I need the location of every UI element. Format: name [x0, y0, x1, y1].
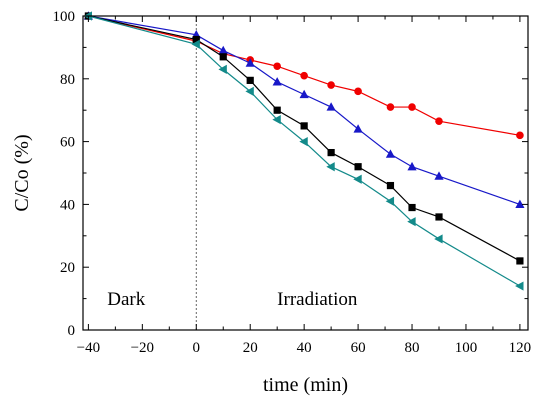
ticks-group: −40 −20 0 20 40 60 80 100 120 0 20 40 60 80 100 [53, 9, 532, 356]
series-1 [84, 12, 524, 140]
plot-frame [82, 15, 529, 331]
square-marker [386, 181, 395, 190]
series-3-line [88, 15, 521, 262]
y-tick-label: 100 [53, 9, 76, 25]
axes-group [82, 15, 529, 331]
x-tick-label: 120 [509, 340, 532, 356]
y-tick-label: 20 [60, 260, 75, 276]
triangle-up-marker [245, 58, 255, 67]
y-tick-label: 60 [60, 135, 75, 151]
annotations-group: Dark Irradiation [107, 289, 358, 310]
triangle-up-marker [326, 102, 336, 111]
x-tick-label: 80 [405, 340, 420, 356]
square-marker [516, 257, 524, 265]
square-marker [408, 203, 416, 212]
x-tick-label: 100 [455, 340, 478, 356]
circle-marker [435, 117, 443, 125]
triangle-up-marker [353, 124, 363, 133]
square-marker [273, 106, 281, 114]
x-tick-label: 60 [351, 340, 366, 356]
square-marker [435, 213, 443, 221]
triangle-left-marker [385, 196, 395, 206]
series-4-line [88, 15, 521, 287]
annotation-irradiation: Irradiation [277, 289, 358, 310]
series-1-line [88, 15, 521, 136]
x-tick-label: −40 [77, 340, 100, 356]
circle-marker [408, 103, 416, 111]
triangle-left-marker [407, 217, 416, 227]
triangle-up-marker [218, 45, 228, 55]
annotation-dark: Dark [107, 289, 145, 310]
x-tick-label: −20 [131, 340, 154, 356]
x-tick-label: 0 [193, 340, 201, 356]
triangle-up-marker [434, 171, 444, 180]
triangle-up-marker [299, 89, 309, 99]
triangle-left-marker [326, 162, 335, 172]
circle-marker [354, 87, 362, 96]
triangle-left-marker [515, 281, 524, 291]
triangle-left-marker [434, 234, 443, 244]
square-marker [192, 35, 200, 44]
x-axis-label: time (min) [263, 374, 348, 396]
triangle-up-marker [272, 77, 282, 86]
y-tick-label: 80 [60, 72, 75, 88]
series-3 [84, 12, 524, 265]
square-marker [327, 148, 335, 157]
series-2-line [88, 15, 521, 205]
x-tick-label: 20 [243, 340, 258, 356]
series-4 [83, 11, 524, 291]
y-tick-label: 40 [60, 197, 75, 213]
triangle-left-marker [353, 174, 362, 184]
x-tick-label: 40 [297, 340, 312, 356]
triangle-left-marker [191, 39, 200, 49]
circle-marker [300, 71, 308, 80]
triangle-left-marker [245, 86, 254, 96]
triangle-left-marker [272, 115, 281, 125]
triangle-up-marker [385, 149, 396, 158]
circle-marker [516, 131, 524, 140]
square-marker [219, 53, 227, 61]
triangle-left-marker [299, 137, 308, 147]
square-marker [300, 122, 308, 130]
square-marker [246, 76, 254, 84]
series-2 [83, 11, 525, 208]
circle-marker [386, 103, 395, 111]
circle-marker [273, 62, 281, 71]
triangle-left-marker [218, 64, 227, 74]
square-marker [354, 163, 362, 171]
y-axis-label: C/Co (%) [11, 134, 33, 211]
triangle-up-marker [407, 161, 417, 171]
triangle-up-marker [515, 199, 525, 208]
circle-marker [327, 81, 335, 89]
y-tick-label: 0 [68, 323, 76, 339]
series-group [83, 11, 525, 291]
